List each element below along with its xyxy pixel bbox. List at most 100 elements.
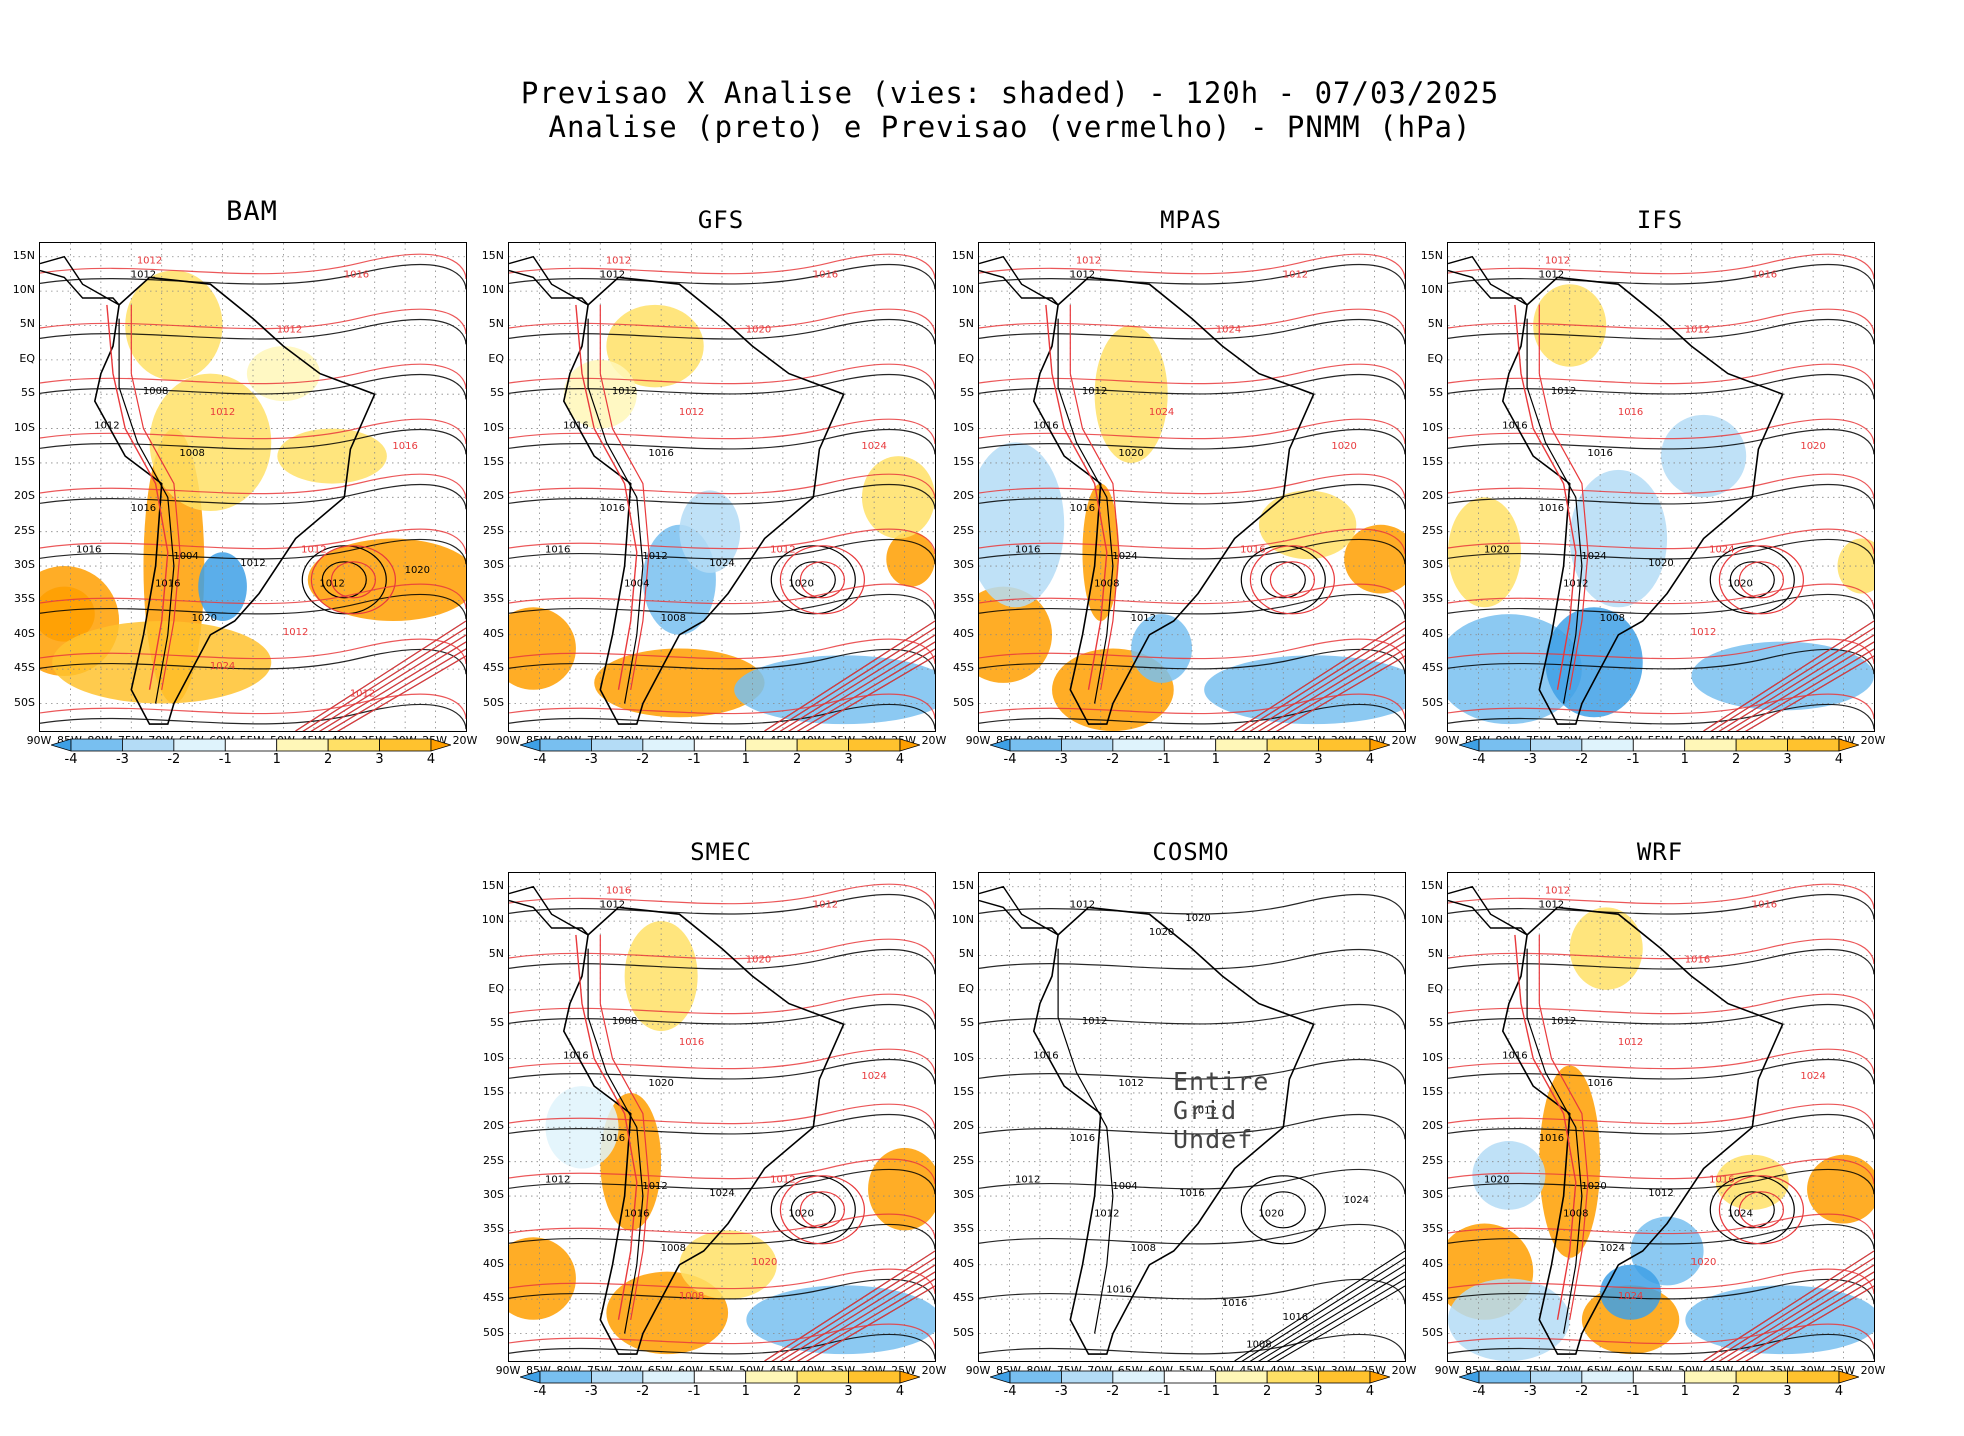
isobar-label-analysis: 1024 — [709, 558, 734, 569]
isobar-label-analysis: 1016 — [131, 503, 156, 514]
analysis-isobar — [1448, 949, 1874, 975]
colorbar-label: -4 — [1003, 1384, 1017, 1399]
isobar-label-analysis: 1012 — [319, 579, 344, 590]
forecast-isobar-south — [1745, 655, 1874, 731]
colorbar-segment — [1478, 1370, 1531, 1384]
colorbar-segment — [1215, 1370, 1268, 1384]
colorbar-label: 3 — [844, 1384, 853, 1399]
isobar-label-forecast: 1016 — [344, 269, 369, 280]
colorbar-label: -1 — [1157, 752, 1171, 767]
isobar-label-analysis: 1012 — [1539, 899, 1564, 910]
andes-analysis-contour — [1526, 318, 1583, 704]
isobar-label-forecast: 1012 — [679, 407, 704, 418]
lat-label: 15N — [481, 878, 504, 892]
colorbar-segment — [1530, 1370, 1583, 1384]
forecast-isobar — [979, 308, 1405, 335]
isobar-label-analysis: 1016 — [1070, 503, 1095, 514]
central-america-outline — [979, 255, 1059, 306]
forecast-isobar — [1448, 1103, 1874, 1130]
forecast-isobar — [1448, 1213, 1874, 1239]
isobar-label-analysis: 1020 — [788, 579, 813, 590]
analysis-isobar — [40, 319, 466, 345]
lat-label: 30S — [483, 1188, 504, 1202]
forecast-isobar-south — [1745, 1285, 1874, 1361]
colorbar-segment — [1009, 1370, 1062, 1384]
colorbar-segment — [1735, 738, 1788, 752]
lat-label: 35S — [1422, 592, 1443, 606]
forecast-isobar — [40, 253, 466, 280]
analysis-isobar-high-inner — [1260, 561, 1306, 599]
map-mpas: 1012 1016 1012 1016 1016 1008 1012 1024 1020 1012… — [978, 242, 1406, 732]
isobar-label-analysis: 1020 — [1727, 579, 1752, 590]
forecast-isobar — [509, 1103, 935, 1130]
colorbar-segment — [1266, 1370, 1319, 1384]
forecast-isobar — [509, 1048, 935, 1075]
colorbar-svg — [520, 738, 920, 752]
lat-label: 25S — [1422, 1153, 1443, 1167]
colorbar-segment — [173, 738, 226, 752]
colorbar-segment — [693, 738, 747, 752]
lat-label: 5N — [1427, 947, 1443, 961]
central-america-outline — [509, 885, 589, 936]
colorbar-label: 3 — [1783, 752, 1792, 767]
lat-label: 40S — [483, 626, 504, 640]
analysis-isobar — [1448, 319, 1874, 345]
isobar-label-analysis: 1016 — [600, 1133, 625, 1144]
isobar-label-analysis: 1008 — [1563, 1209, 1588, 1220]
forecast-isobar-south — [302, 627, 466, 731]
forecast-isobar — [509, 473, 935, 500]
forecast-isobar-south — [1234, 620, 1405, 731]
colorbar-segment — [745, 1370, 798, 1384]
analysis-isobar-high-inner — [790, 1191, 836, 1229]
forecast-isobar — [1448, 693, 1874, 719]
colorbar-segment — [693, 1370, 747, 1384]
colorbar-segment — [848, 738, 901, 752]
lat-label: 40S — [953, 626, 974, 640]
lat-label: 15S — [483, 454, 504, 468]
analysis-isobar — [40, 593, 466, 620]
lon-label: 90W — [495, 1364, 521, 1377]
forecast-isobar-south — [1703, 1250, 1874, 1361]
analysis-isobar — [40, 428, 466, 455]
colorbar-label: 4 — [1834, 752, 1844, 767]
analysis-isobar-high — [770, 545, 856, 615]
panel-title-wrf: WRF — [1636, 838, 1684, 866]
forecast-isobar — [509, 638, 935, 664]
lat-label: 10N — [12, 283, 35, 297]
isobar-label-forecast: 1012 — [1283, 269, 1308, 280]
isobar-label-analysis: 1020 — [1258, 1209, 1283, 1220]
bias-shading-9 — [1685, 1285, 1874, 1355]
forecast-isobar — [979, 638, 1405, 664]
lat-label: 15S — [953, 1084, 974, 1098]
analysis-isobar — [509, 264, 935, 290]
isobar-label-forecast: 1012 — [210, 407, 235, 418]
forecast-isobar-high-inner — [330, 561, 377, 599]
lat-label: 45S — [1422, 1291, 1443, 1305]
lat-label: 10S — [953, 420, 974, 434]
bias-shading-4 — [624, 921, 698, 1032]
isobar-label-analysis: 1016 — [76, 544, 101, 555]
isobar-label-analysis: 1016 — [1033, 1051, 1058, 1062]
colorbar-smec — [520, 1370, 920, 1384]
map-smec: 1012 1016 1008 1012 1016 1016 1008 1012 1020 1024… — [508, 872, 936, 1362]
forecast-isobar-south — [788, 641, 935, 731]
lon-label: 20W — [1860, 1364, 1886, 1377]
isobar-label-analysis: 1020 — [192, 613, 217, 624]
analysis-isobar — [40, 483, 466, 510]
lat-label: 35S — [483, 1222, 504, 1236]
forecast-isobar-south — [764, 1250, 935, 1361]
lat-label: 10S — [1422, 420, 1443, 434]
colorbar-segment — [796, 738, 849, 752]
colorbar-segment — [1632, 1370, 1686, 1384]
andes-forecast-contour — [575, 304, 638, 690]
lat-label: 10N — [1420, 283, 1443, 297]
colorbar-label: 4 — [895, 752, 905, 767]
forecast-isobar-south — [337, 655, 466, 731]
isobar-label-forecast: 1016 — [1752, 269, 1777, 280]
analysis-isobar-south — [1234, 1250, 1405, 1361]
bias-shading-6 — [1094, 325, 1168, 463]
lat-label: 50S — [1422, 695, 1443, 709]
bias-shading-6 — [746, 1285, 935, 1355]
colorbar-label: 4 — [895, 1384, 905, 1399]
analysis-isobar-high — [1709, 1175, 1795, 1245]
